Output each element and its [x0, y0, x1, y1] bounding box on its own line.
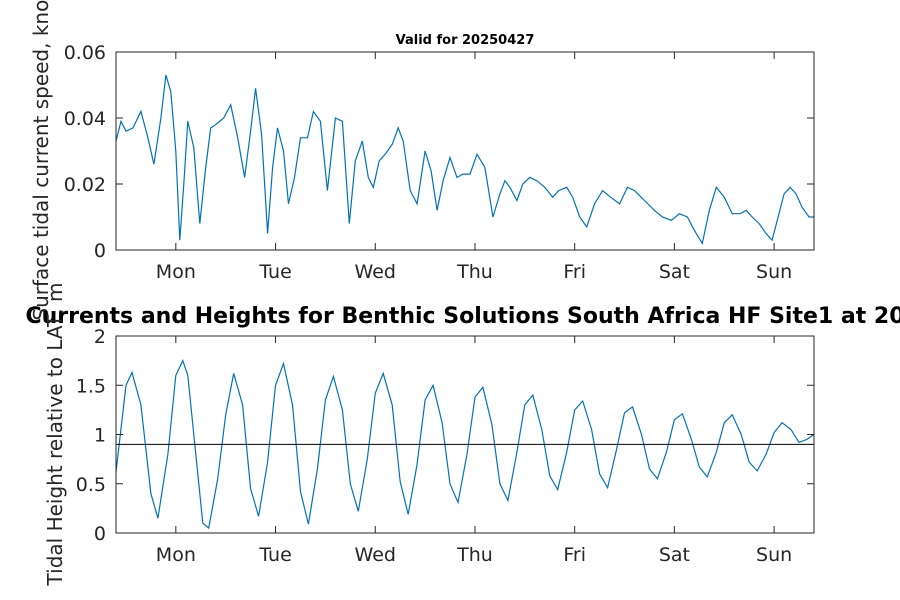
tidal-height-x-tick-label: Fri: [563, 544, 586, 566]
tidal-height-y-axis-label: Tidal Height relative to LAT, m: [43, 283, 67, 587]
current-speed-y-tick-label: 0: [94, 240, 106, 262]
current-speed-x-tick-label: Wed: [355, 261, 396, 283]
tidal-height-y-tick-label: 2: [94, 326, 106, 348]
tidal-height-y-tick-label: 0.5: [76, 474, 106, 496]
current-speed-y-tick-label: 0.06: [64, 42, 106, 64]
current-speed-axes: 0 0.02 0.04 0.06 Mon Tue Wed Thu Fri Sat Sun: [64, 42, 815, 283]
tidal-height-y-tick-label: 1: [94, 425, 106, 447]
current-speed-x-tick-label: Sat: [659, 261, 690, 283]
current-speed-chart-title: Valid for 20250427: [396, 33, 535, 48]
current-speed-x-tick-label: Sun: [756, 261, 792, 283]
tidal-height-x-tick-label: Wed: [355, 544, 396, 566]
tidal-height-x-tick-label: Tue: [258, 544, 291, 566]
current-speed-y-tick-label: 0.02: [64, 174, 106, 196]
current-speed-y-axis-label: Surface tidal current speed, knots: [29, 0, 53, 321]
current-speed-x-tick-label: Fri: [563, 261, 586, 283]
tidal-height-series-line: [115, 359, 815, 530]
current-speed-x-tick-label: Mon: [156, 261, 196, 283]
current-speed-y-tick-label: 0.04: [64, 108, 106, 130]
tidal-height-axes: 0 0.5 1 1.5 2 Mon Tue Wed Thu Fri Sat Sun: [76, 326, 815, 566]
tidal-height-axes-box: [115, 335, 815, 534]
tidal-height-x-tick-label: Sun: [756, 544, 792, 566]
tidal-height-y-tick-label: 0: [94, 523, 106, 545]
current-speed-axes-box: [115, 51, 815, 251]
current-speed-x-tick-label: Tue: [258, 261, 291, 283]
tidal-height-y-tick-label: 1.5: [76, 375, 106, 397]
tidal-height-x-tick-label: Mon: [156, 544, 196, 566]
current-speed-x-tick-label: Thu: [456, 261, 493, 283]
tidal-height-x-tick-label: Sat: [659, 544, 690, 566]
tidal-height-x-tick-label: Thu: [456, 544, 493, 566]
current-speed-series-line: [115, 74, 814, 246]
figure-title: Currents and Heights for Benthic Solutio…: [25, 304, 900, 329]
